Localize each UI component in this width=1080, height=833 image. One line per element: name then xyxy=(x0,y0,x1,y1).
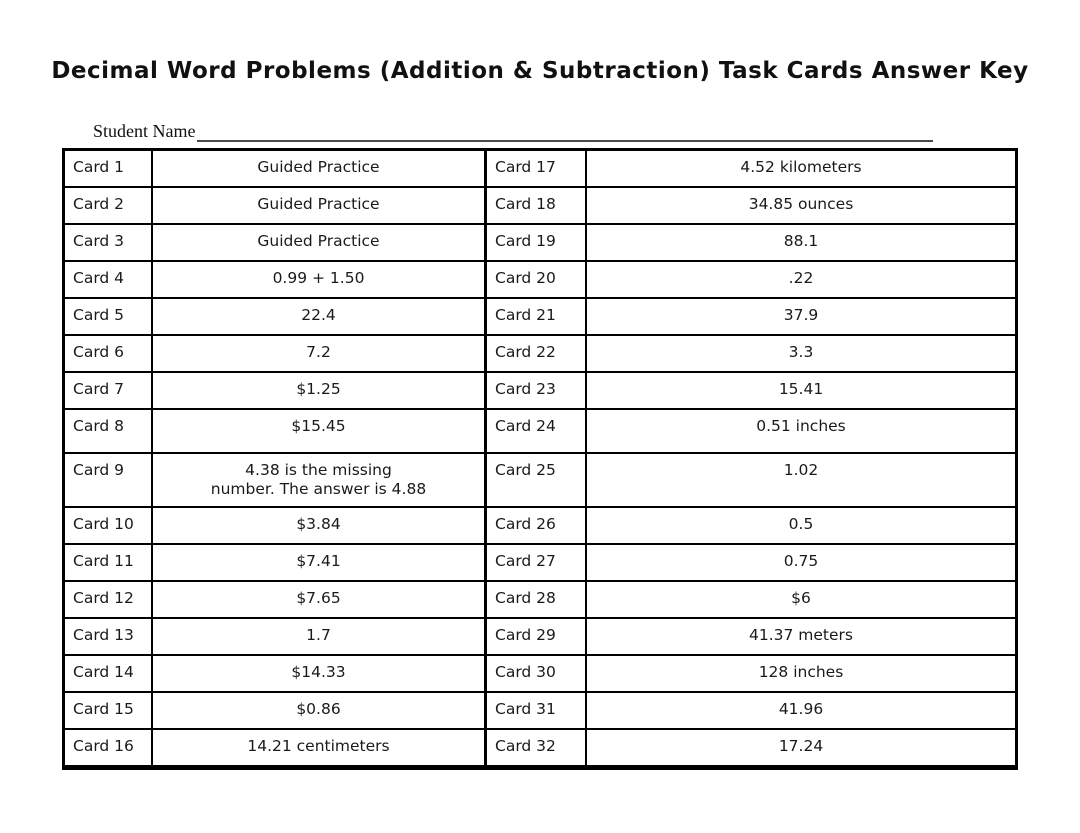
student-name-blank-line xyxy=(197,120,933,142)
card-label: Card 3 xyxy=(65,225,153,260)
answer-value: 37.9 xyxy=(783,306,819,324)
table-row: Card 14 $14.33 Card 30 128 inches xyxy=(65,656,1015,693)
card-label: Card 4 xyxy=(65,262,153,297)
card-label: Card 9 xyxy=(65,454,153,506)
table-row: Card 15 $0.86 Card 31 41.96 xyxy=(65,693,1015,730)
table-row: Card 6 7.2 Card 22 3.3 xyxy=(65,336,1015,373)
card-label: Card 23 xyxy=(487,373,587,408)
card-label: Card 13 xyxy=(65,619,153,654)
answer-value: 22.4 xyxy=(153,299,487,334)
table-row: Card 11 $7.41 Card 27 0.75 xyxy=(65,545,1015,582)
card-label: Card 17 xyxy=(487,151,587,186)
card-label: Card 24 xyxy=(487,410,587,452)
answer-value: Guided Practice xyxy=(153,225,487,260)
table-row: Card 3 Guided Practice Card 19 88.1 xyxy=(65,225,1015,262)
answer-value: 128 inches xyxy=(758,663,844,681)
answer-value: 41.37 meters xyxy=(749,626,853,644)
answer-value: Guided Practice xyxy=(153,151,487,186)
answer-value: $7.41 xyxy=(153,545,487,580)
answer-value: 4.38 is the missing number. The answer i… xyxy=(153,454,487,506)
card-label: Card 31 xyxy=(487,693,587,728)
card-label: Card 1 xyxy=(65,151,153,186)
card-label: Card 11 xyxy=(65,545,153,580)
card-label: Card 5 xyxy=(65,299,153,334)
table-row: Card 13 1.7 Card 29 41.37 meters xyxy=(65,619,1015,656)
student-name-row: Student Name xyxy=(93,120,933,142)
table-row: Card 16 14.21 centimeters Card 32 17.24 xyxy=(65,730,1015,765)
answer-value: Guided Practice xyxy=(153,188,487,223)
answer-value: $0.86 xyxy=(153,693,487,728)
card-label: Card 26 xyxy=(487,508,587,543)
table-row: Card 12 $7.65 Card 28 $6 xyxy=(65,582,1015,619)
table-row: Card 10 $3.84 Card 26 0.5 xyxy=(65,508,1015,545)
table-row: Card 2 Guided Practice Card 18 34.85 ounces xyxy=(65,188,1015,225)
answer-value: 15.41 xyxy=(778,380,824,398)
table-row: Card 8 $15.45 Card 24 0.51 inches xyxy=(65,410,1015,454)
student-name-label: Student Name xyxy=(93,121,196,141)
card-label: Card 16 xyxy=(65,730,153,765)
card-label: Card 27 xyxy=(487,545,587,580)
answer-table: Card 1 Guided Practice Card 17 4.52 kilomet… xyxy=(62,148,1018,770)
answer-value: 14.21 centimeters xyxy=(153,730,487,765)
answer-value: 41.96 xyxy=(778,700,824,718)
card-label: Card 30 xyxy=(487,656,587,691)
answer-value: 4.52 kilometers xyxy=(740,158,862,176)
page-title: Decimal Word Problems (Addition & Subtra… xyxy=(51,58,1029,84)
answer-value: 0.75 xyxy=(783,552,819,570)
answer-value: 88.1 xyxy=(783,232,819,250)
answer-value: $6 xyxy=(791,589,811,607)
answer-value: 3.3 xyxy=(788,343,814,361)
card-label: Card 6 xyxy=(65,336,153,371)
card-label: Card 18 xyxy=(487,188,587,223)
answer-value: .22 xyxy=(788,269,814,287)
card-label: Card 28 xyxy=(487,582,587,617)
answer-value: $3.84 xyxy=(153,508,487,543)
table-row: Card 7 $1.25 Card 23 15.41 xyxy=(65,373,1015,410)
card-label: Card 21 xyxy=(487,299,587,334)
card-label: Card 32 xyxy=(487,730,587,765)
answer-value: 34.85 ounces xyxy=(748,195,854,213)
answer-value: $14.33 xyxy=(153,656,487,691)
card-label: Card 15 xyxy=(65,693,153,728)
answer-value: $1.25 xyxy=(153,373,487,408)
table-row: Card 1 Guided Practice Card 17 4.52 kilomet… xyxy=(65,151,1015,188)
card-label: Card 2 xyxy=(65,188,153,223)
card-label: Card 29 xyxy=(487,619,587,654)
answer-value: $7.65 xyxy=(153,582,487,617)
answer-value: 1.7 xyxy=(153,619,487,654)
card-label: Card 19 xyxy=(487,225,587,260)
table-row: Card 5 22.4 Card 21 37.9 xyxy=(65,299,1015,336)
card-label: Card 12 xyxy=(65,582,153,617)
card-label: Card 7 xyxy=(65,373,153,408)
card-label: Card 8 xyxy=(65,410,153,452)
answer-value: 0.51 inches xyxy=(756,417,846,435)
card-label: Card 20 xyxy=(487,262,587,297)
card-label: Card 10 xyxy=(65,508,153,543)
table-row: Card 4 0.99 + 1.50 Card 20 .22 xyxy=(65,262,1015,299)
table-row: Card 9 4.38 is the missing number. The an… xyxy=(65,454,1015,508)
answer-value: 0.5 xyxy=(788,515,814,533)
answer-value: 1.02 xyxy=(783,461,819,479)
card-label: Card 22 xyxy=(487,336,587,371)
card-label: Card 14 xyxy=(65,656,153,691)
answer-value: $15.45 xyxy=(153,410,487,452)
answer-value: 0.99 + 1.50 xyxy=(153,262,487,297)
answer-value: 7.2 xyxy=(153,336,487,371)
card-label: Card 25 xyxy=(487,454,587,506)
answer-value: 17.24 xyxy=(778,737,824,755)
